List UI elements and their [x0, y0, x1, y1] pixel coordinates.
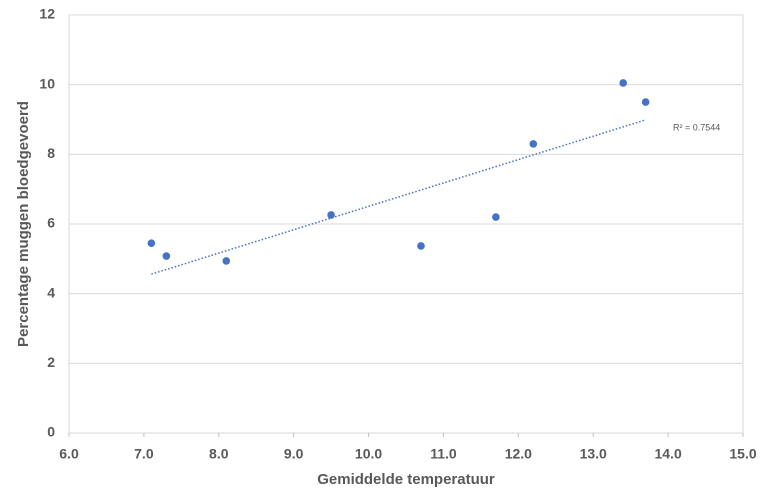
x-tick-label: 15.0	[729, 446, 756, 462]
trendline-label: R² = 0.7544	[673, 122, 720, 132]
y-tick-label: 6	[47, 215, 55, 231]
point	[162, 252, 171, 260]
y-axis-title: Percentage muggen bloedgevoerd	[15, 101, 32, 347]
point	[619, 79, 627, 87]
y-tick-label: 8	[47, 145, 55, 161]
x-tick-label: 10.0	[355, 446, 382, 462]
y-tick-label: 4	[47, 284, 55, 300]
point	[529, 140, 538, 148]
x-tick-label: 14.0	[654, 446, 681, 462]
trendline	[151, 119, 646, 275]
y-tick-label: 0	[47, 424, 55, 440]
x-tick-label: 7.0	[134, 446, 154, 462]
x-tick-label: 9.0	[284, 446, 304, 462]
point	[327, 211, 335, 219]
x-axis-title: Gemiddelde temperatuur	[317, 471, 495, 488]
x-tick-label: 6.0	[59, 446, 79, 462]
x-tick-label: 8.0	[209, 446, 229, 462]
x-tick-label: 11.0	[430, 446, 457, 462]
point	[222, 257, 231, 265]
x-tick-label: 13.0	[580, 446, 607, 462]
y-tick-label: 2	[47, 354, 55, 370]
point	[492, 213, 500, 221]
point	[641, 98, 650, 106]
y-tick-label: 12	[39, 6, 55, 22]
point	[147, 239, 156, 247]
y-tick-label: 10	[39, 75, 55, 91]
point	[417, 242, 425, 250]
x-tick-label: 12.0	[505, 446, 532, 462]
